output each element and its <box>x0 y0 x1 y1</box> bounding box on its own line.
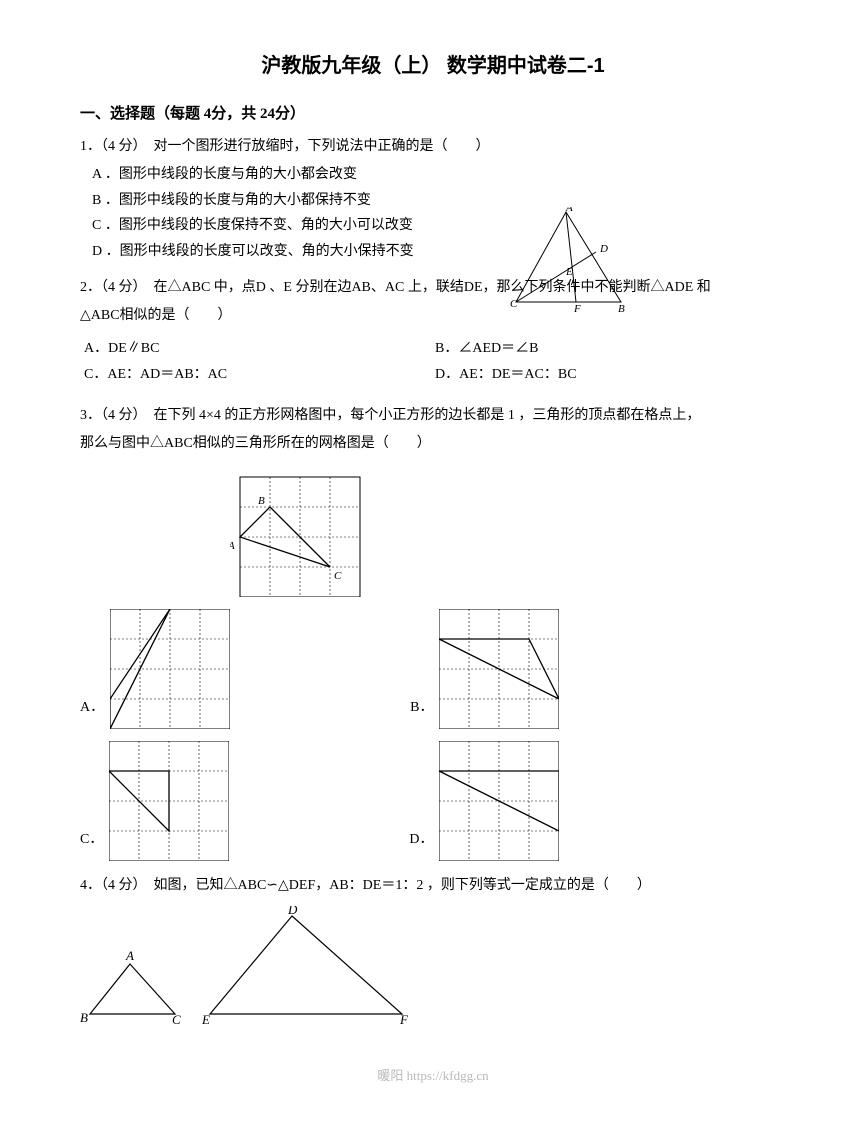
q1-opt-c: C ．图形中线段的长度保持不变、角的大小可以改变 <box>92 215 786 237</box>
q2-lbl-D: D <box>599 243 608 255</box>
q1-opt-a: A ．图形中线段的长度与角的大小都会改变 <box>92 164 786 186</box>
q2-opt-d: D．AE：DE＝AC：BC <box>435 364 786 386</box>
question-3: 3．（4 分） 在下列 4×4 的正方形网格图中，每个小正方形的边长都是 1 ，… <box>80 405 786 862</box>
q2-lbl-E: E <box>565 266 573 278</box>
q3-opt-a-label: A． <box>80 697 104 729</box>
q3-optA-svg <box>110 609 230 729</box>
q2-options: A．DE∥BC B．∠AED＝∠B C．AE：AD＝AB：AC D．AE：DE＝… <box>80 338 786 391</box>
q2-lbl-C: C <box>510 298 518 310</box>
page-footer: 暖阳 https://kfdgg.cn <box>80 1066 786 1087</box>
q2-stem-a: 2．（4 分） 在△ABC 中，点D 、E 分别在边AB、AC 上，联结DE，那… <box>80 277 786 299</box>
question-1: 1．（4 分） 对一个图形进行放缩时，下列说法中正确的是（ ） A ．图形中线段… <box>80 136 786 263</box>
q1-opt-b: B ．图形中线段的长度与角的大小都保持不变 <box>92 190 786 212</box>
q2-opt-c: C．AE：AD＝AB：AC <box>84 364 435 386</box>
q3-opt-a-cell: A． <box>80 609 230 729</box>
q1-opt-d: D ．图形中线段的长度可以改变、角的大小保持不变 <box>92 241 786 263</box>
q4-figures: A B C D E F <box>80 906 786 1026</box>
q3-opt-c-cell: C． <box>80 741 229 861</box>
q2-opt-b: B．∠AED＝∠B <box>435 338 786 360</box>
q4-lbl-E: E <box>202 1012 210 1026</box>
page-title: 沪教版九年级（上） 数学期中试卷二-1 <box>80 50 786 82</box>
section-heading: 一、选择题（每题 4分，共 24分） <box>80 102 786 126</box>
q4-lbl-A: A <box>125 948 134 963</box>
q3-optB-svg <box>439 609 559 729</box>
svg-text:B: B <box>258 495 265 507</box>
q3-opt-b-cell: B． <box>410 609 559 729</box>
q2-lbl-F: F <box>573 303 581 312</box>
q4-lbl-F: F <box>399 1012 409 1026</box>
q3-opt-c-label: C． <box>80 829 103 861</box>
q4-lbl-C: C <box>172 1012 181 1026</box>
q4-lbl-B: B <box>80 1010 88 1025</box>
q2-triangle-svg: A D E C F B <box>506 207 626 312</box>
q3-opt-d-label: D． <box>409 829 433 861</box>
q2-opt-a: A．DE∥BC <box>84 338 435 360</box>
q4-small-tri: A B C <box>80 946 190 1026</box>
q2-lbl-A: A <box>565 207 573 214</box>
q2-figure: A D E C F B <box>506 207 626 312</box>
q2-lbl-B: B <box>618 303 625 312</box>
q4-lbl-D: D <box>287 906 298 917</box>
q3-optD-svg <box>439 741 559 861</box>
q3-opt-b-label: B． <box>410 697 433 729</box>
q1-stem: 1．（4 分） 对一个图形进行放缩时，下列说法中正确的是（ ） <box>80 136 786 158</box>
question-4: 4．（4 分） 如图，已知△ABC∽△DEF，AB：DE＝1：2 ，则下列等式一… <box>80 875 786 1025</box>
question-2: A D E C F B 2．（4 分） 在△ABC 中，点D 、E 分别在边AB… <box>80 277 786 391</box>
svg-text:A: A <box>230 540 235 552</box>
q3-optC-svg <box>109 741 229 861</box>
q3-opt-d-cell: D． <box>409 741 559 861</box>
q3-ref-grid: A B C <box>230 467 370 597</box>
q3-ref-svg: A B C <box>230 467 370 597</box>
q1-options: A ．图形中线段的长度与角的大小都会改变 B ．图形中线段的长度与角的大小都保持… <box>80 164 786 263</box>
q4-large-tri: D E F <box>202 906 412 1026</box>
q3-stem-b: 那么与图中△ABC相似的三角形所在的网格图是（ ） <box>80 433 786 455</box>
svg-text:C: C <box>334 570 342 582</box>
q2-stem-b: △ABC相似的是（ ） <box>80 305 786 327</box>
q4-stem: 4．（4 分） 如图，已知△ABC∽△DEF，AB：DE＝1：2 ，则下列等式一… <box>80 875 786 897</box>
q3-stem-a: 3．（4 分） 在下列 4×4 的正方形网格图中，每个小正方形的边长都是 1 ，… <box>80 405 786 427</box>
